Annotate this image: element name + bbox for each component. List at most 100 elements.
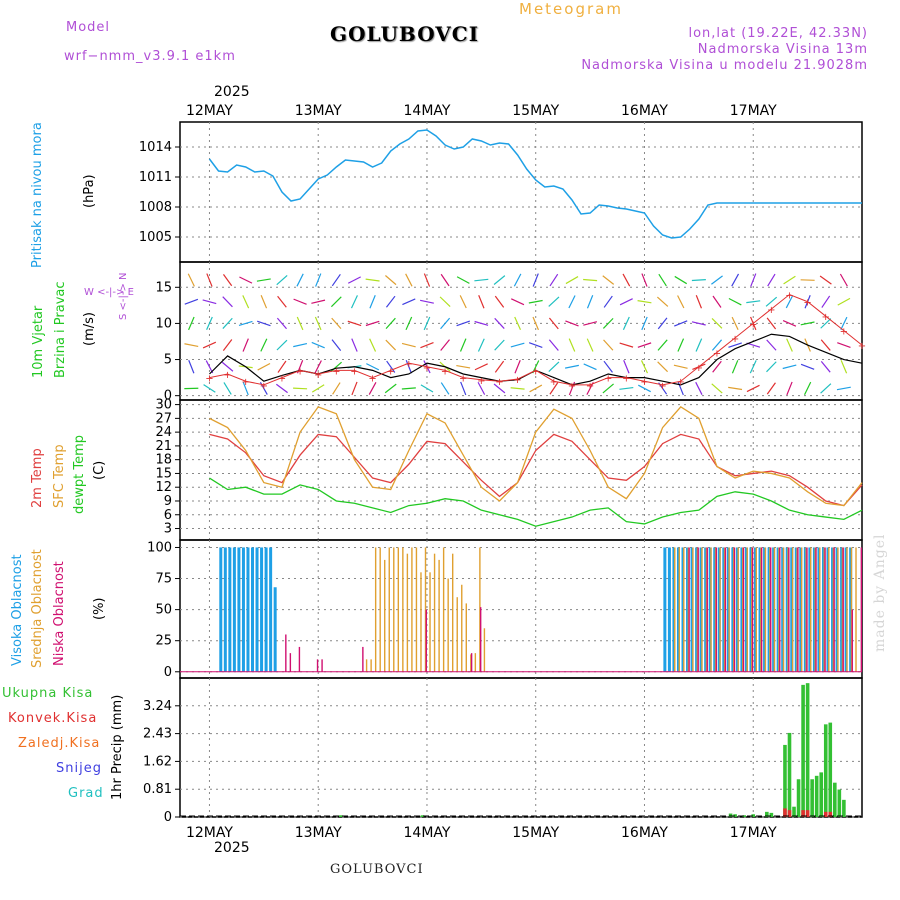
wind-arrow-32 bbox=[276, 339, 288, 351]
cloud-mid-bar-126 bbox=[791, 547, 794, 672]
wind-arrow-66 bbox=[384, 383, 397, 394]
cloud-mid-bar-128 bbox=[800, 547, 803, 672]
wind-ylabel-name: 10m Vjetar Brzina i Pravac bbox=[31, 281, 68, 378]
wind-ytick-label-1: 5 bbox=[164, 353, 172, 368]
wind-arrow-16 bbox=[222, 296, 233, 308]
precip-total-bar-0 bbox=[339, 815, 343, 817]
cloud-mid-bar-116 bbox=[746, 547, 748, 672]
wind-arrow-86 bbox=[440, 339, 450, 351]
temp-ytick-label-2: 9 bbox=[164, 494, 172, 509]
wind-arrow-63 bbox=[365, 320, 380, 327]
precip-total-bar-11 bbox=[796, 779, 801, 817]
top-date-tick-5: 17MAY bbox=[730, 103, 777, 119]
cloud-mid-bar-123 bbox=[778, 547, 780, 672]
wind-arrow-195 bbox=[766, 317, 777, 330]
cloud-mid-bar-105 bbox=[696, 547, 699, 672]
cloud-mid-bar-107 bbox=[705, 547, 708, 672]
wind-arrow-106 bbox=[494, 295, 505, 308]
cloud-high-bar-106 bbox=[699, 547, 703, 672]
wind-gust-marker-0: + bbox=[205, 374, 213, 385]
pressure-ylabel-unit: (hPa) bbox=[82, 174, 97, 208]
cloud-mid-bar-111 bbox=[723, 547, 726, 672]
wind-arrow-166 bbox=[677, 295, 685, 309]
cloud-low-bar-57 bbox=[479, 607, 482, 672]
wind-arrow-103 bbox=[494, 360, 505, 373]
wind-arrow-76 bbox=[402, 298, 416, 306]
cloud-mid-bar-139 bbox=[850, 547, 853, 672]
wind-arrow-221 bbox=[839, 273, 848, 287]
wind-arrow-219 bbox=[840, 316, 848, 330]
wind-arrow-37 bbox=[296, 360, 304, 374]
wind-arrow-53 bbox=[331, 273, 341, 287]
cloud-high-bar-118 bbox=[754, 547, 758, 672]
wind-ytick-label-0: 0 bbox=[164, 389, 172, 404]
wind-arrow-157 bbox=[657, 361, 669, 373]
bottom-date-tick-0: 12MAY bbox=[186, 825, 233, 841]
cloud-low-bar-31 bbox=[362, 646, 364, 672]
wind-arrow-218 bbox=[837, 342, 851, 349]
temp-ytick-label-8: 27 bbox=[155, 411, 172, 426]
cloud-high-bar-110 bbox=[717, 547, 721, 672]
wind-arrow-98 bbox=[477, 338, 485, 352]
wind-gust-marker-3: + bbox=[260, 381, 268, 392]
wind-arrow-126 bbox=[568, 381, 576, 396]
wind-gust-marker-35: + bbox=[840, 327, 848, 338]
wind-arrow-4 bbox=[184, 298, 199, 305]
wind-arrow-160 bbox=[656, 296, 669, 307]
wind-arrow-127 bbox=[564, 364, 579, 369]
cloud-low-bar-119 bbox=[760, 547, 763, 672]
cloud-ylabel-unit: (%) bbox=[92, 597, 107, 621]
wind-arrow-135 bbox=[583, 321, 598, 326]
wind-gust-marker-26: + bbox=[677, 377, 685, 388]
cloud-mid-bar-131 bbox=[814, 547, 816, 672]
precip-total-bar-14 bbox=[810, 779, 814, 817]
precip-total-bar-12 bbox=[801, 684, 805, 817]
cloud-high-bar-99 bbox=[667, 547, 671, 672]
temp-ytick-label-6: 21 bbox=[155, 439, 172, 454]
cloud-mid-bar-103 bbox=[687, 547, 690, 672]
cloud-high-bar-131 bbox=[812, 547, 816, 672]
wind-arrow-93 bbox=[456, 320, 471, 327]
wind-arrow-201 bbox=[782, 320, 797, 327]
wind-gust-marker-29: + bbox=[731, 334, 739, 345]
cloud-high-bar-115 bbox=[740, 547, 744, 672]
cloud-ylabel-low: Niska Oblacnost bbox=[52, 561, 67, 666]
wind-arrow-62 bbox=[369, 338, 377, 352]
cloud-high-bar-120 bbox=[763, 547, 767, 672]
cloud-mid-bar-125 bbox=[787, 547, 789, 672]
legend-total-rain: Ukupna Kisa bbox=[2, 686, 94, 701]
cloud-low-bar-115 bbox=[742, 547, 745, 672]
wind-arrow-43 bbox=[314, 360, 322, 374]
wind-arrow-133 bbox=[583, 363, 597, 371]
precip-conv-bar-12 bbox=[801, 810, 805, 817]
wind-gust-marker-10: + bbox=[387, 366, 395, 377]
cloud-mid-bar-135 bbox=[832, 547, 835, 672]
wind-gust-marker-12: + bbox=[423, 363, 431, 374]
precip-total-bar-1 bbox=[420, 815, 425, 817]
cloud-low-bar-135 bbox=[833, 547, 835, 672]
cloud-low-bar-121 bbox=[770, 547, 772, 672]
wind-arrow-170 bbox=[695, 338, 703, 352]
wind-arrow-47 bbox=[315, 273, 322, 287]
wind-arrow-3 bbox=[188, 316, 195, 331]
wind-arrow-193 bbox=[766, 361, 777, 373]
cloud-ylabel-mid: Srednja Oblacnost bbox=[30, 549, 45, 668]
wind-arrow-65 bbox=[365, 278, 380, 282]
wind-gust-marker-24: + bbox=[640, 377, 648, 388]
cloud-high-bar-107 bbox=[704, 547, 708, 672]
cloud-mid-bar-39 bbox=[397, 547, 400, 672]
wind-gust-marker-36: + bbox=[858, 341, 866, 352]
wind-arrow-27 bbox=[257, 320, 271, 327]
temp-ylabel-sfc: SFC Temp bbox=[52, 444, 67, 508]
wind-gust-marker-25: + bbox=[658, 381, 666, 392]
wind-arrow-185 bbox=[731, 273, 740, 287]
wind-arrow-156 bbox=[658, 382, 668, 395]
cloud-mid-bar-121 bbox=[769, 547, 771, 672]
wind-arrow-164 bbox=[677, 338, 685, 352]
cloud-high-bar-123 bbox=[776, 547, 780, 672]
wind-arrow-197 bbox=[767, 273, 776, 287]
cloud-mid-bar-53 bbox=[461, 584, 463, 672]
cloud-mid-bar-134 bbox=[828, 547, 830, 672]
wind-arrow-105 bbox=[494, 317, 505, 329]
